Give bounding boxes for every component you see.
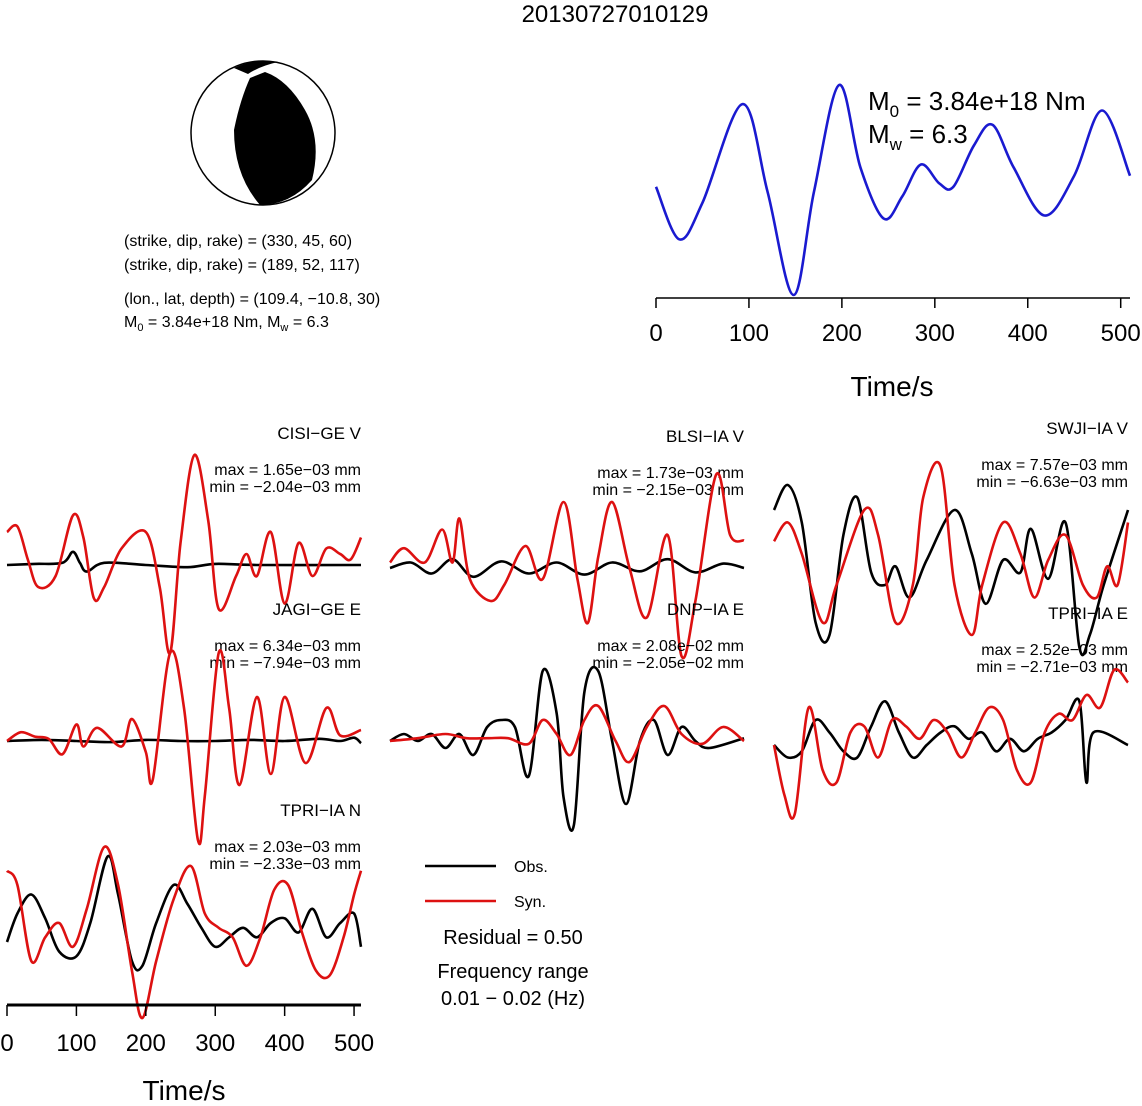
waveform-tick-label: 400 (265, 1030, 305, 1057)
amplitude-max: max = 2.52e−03 mm (981, 642, 1128, 659)
synthetic-trace (772, 667, 1130, 820)
amplitude-max: max = 7.57e−03 mm (981, 457, 1128, 474)
station-label: DNP−IA E (667, 600, 744, 619)
waveform-tick-label: 300 (195, 1030, 235, 1057)
observed-trace (6, 736, 362, 745)
amplitude-min: min = −2.33e−03 mm (209, 856, 361, 873)
amplitude-min: min = −2.15e−03 mm (592, 482, 744, 499)
legend: Obs. Syn. Residual = 0.50 Frequency rang… (425, 859, 589, 1010)
stf-mw-label: Mw = 6.3 (868, 119, 968, 154)
synthetic-trace (388, 471, 745, 660)
amplitude-max: max = 2.08e−02 mm (597, 638, 744, 655)
observed-trace (773, 697, 1129, 784)
amplitude-max: max = 1.73e−03 mm (597, 465, 744, 482)
synthetic-trace (772, 460, 1130, 637)
stf-tick-label: 200 (822, 320, 862, 347)
mechanism-plane-1: (strike, dip, rake) = (330, 45, 60) (124, 233, 352, 250)
mechanism-plane-2: (strike, dip, rake) = (189, 52, 117) (124, 257, 360, 274)
waveform-tick-label: 100 (56, 1030, 96, 1057)
amplitude-min: min = −7.94e−03 mm (209, 655, 361, 672)
station-label: SWJI−IA V (1046, 419, 1128, 438)
stf-line (654, 83, 1132, 297)
waveform-x-axis: 0 100 200 300 400 500 Time/s (0, 1003, 374, 1106)
station-label: JAGI−GE E (273, 600, 361, 619)
amplitude-max: max = 2.03e−03 mm (214, 839, 361, 856)
mechanism-location: (lon., lat, depth) = (109.4, −10.8, 30) (124, 291, 380, 308)
stf-x-label: Time/s (851, 371, 934, 402)
observed-trace (5, 854, 363, 972)
stf-tick-label: 400 (1008, 320, 1048, 347)
synthetic-trace (6, 453, 363, 655)
beachball-compression-main (234, 72, 316, 205)
beachball (190, 60, 336, 206)
station-label: TPRI−IA E (1048, 604, 1128, 623)
station-label: TPRI−IA N (280, 801, 361, 820)
stf-m0-label: M0 = 3.84e+18 Nm (868, 86, 1086, 121)
mechanism-moment: M0 = 3.84e+18 Nm, Mw = 6.3 (124, 314, 329, 334)
waveform-x-label: Time/s (143, 1075, 226, 1106)
beachball-compression-upper (234, 60, 278, 74)
stf-tick-label: 300 (915, 320, 955, 347)
stf-tick-label: 0 (649, 320, 662, 347)
waveform-tick-label: 500 (334, 1030, 374, 1057)
residual-label: Residual = 0.50 (443, 927, 583, 949)
observed-trace (389, 557, 745, 579)
legend-obs-label: Obs. (514, 859, 548, 876)
amplitude-min: min = −2.04e−03 mm (209, 479, 361, 496)
stf-x-ticks: 0 100 200 300 400 500 (649, 298, 1141, 347)
amplitude-min: min = −2.05e−02 mm (592, 655, 744, 672)
synthetic-trace (6, 649, 362, 846)
amplitude-max: max = 1.65e−03 mm (214, 462, 361, 479)
amplitude-max: max = 6.34e−03 mm (214, 638, 361, 655)
frequency-range: 0.01 − 0.02 (Hz) (441, 988, 585, 1010)
legend-syn-label: Syn. (514, 894, 546, 911)
observed-trace (6, 550, 362, 573)
waveform-tick-label: 200 (126, 1030, 166, 1057)
observed-trace (772, 483, 1130, 657)
station-label: CISI−GE V (277, 424, 361, 443)
observed-trace (389, 665, 745, 832)
amplitude-min: min = −2.71e−03 mm (976, 659, 1128, 676)
frequency-title: Frequency range (437, 961, 588, 983)
waveform-x-ticks: 0 100 200 300 400 500 (0, 1005, 374, 1057)
waveform-tick-label: 0 (0, 1030, 13, 1057)
synthetic-trace (389, 703, 745, 764)
stf-tick-label: 500 (1101, 320, 1141, 347)
stf-panel: M0 = 3.84e+18 Nm Mw = 6.3 0 100 200 300 400 5… (649, 83, 1141, 402)
figure-title: 20130727010129 (522, 1, 709, 28)
amplitude-min: min = −6.63e−03 mm (976, 474, 1128, 491)
station-label: BLSI−IA V (666, 427, 745, 446)
stf-tick-label: 100 (729, 320, 769, 347)
synthetic-trace (5, 845, 363, 1020)
